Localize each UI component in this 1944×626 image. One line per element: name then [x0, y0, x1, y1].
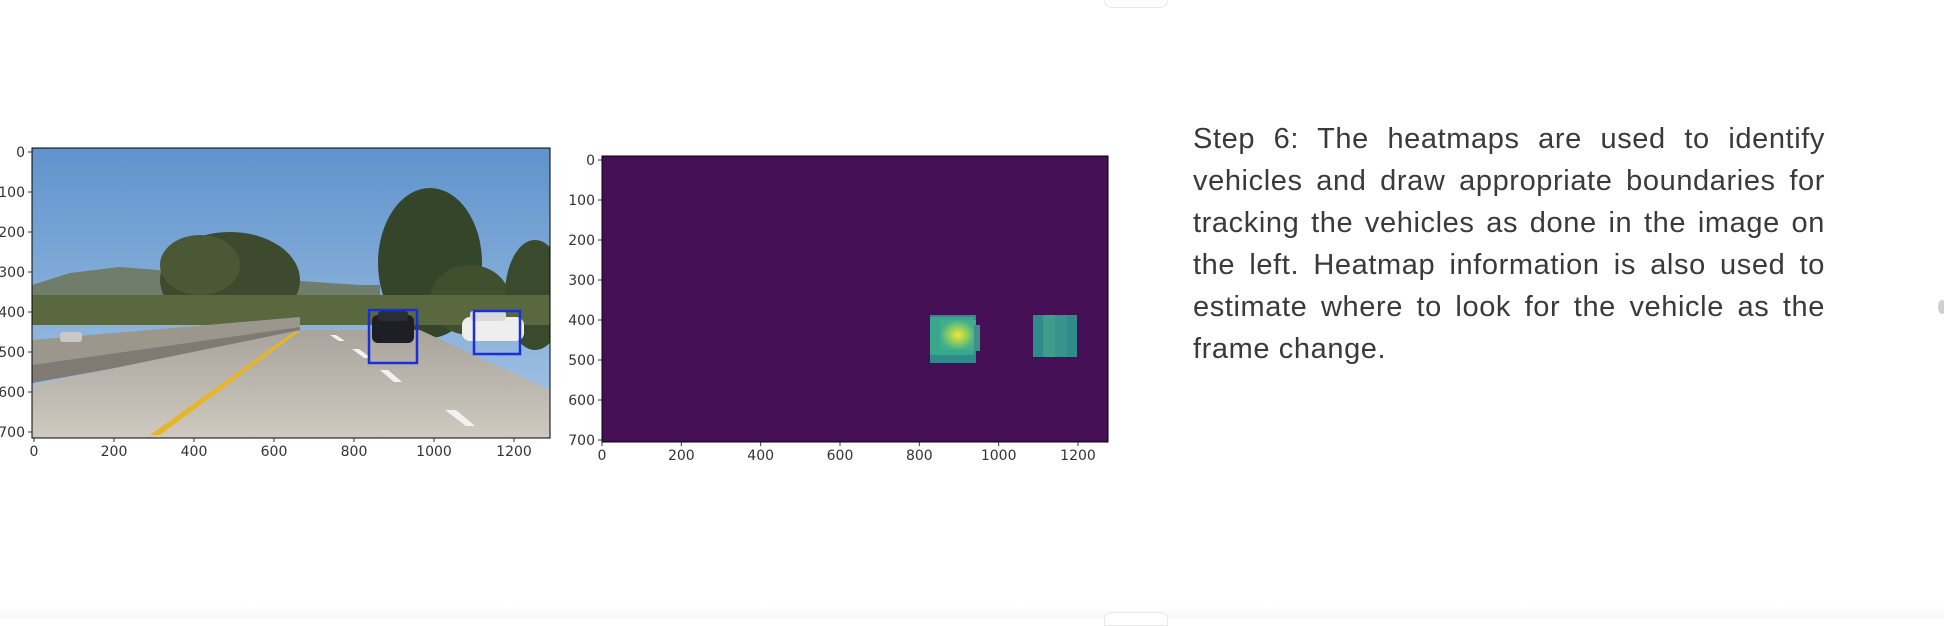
- road-photo: [32, 148, 550, 438]
- tick-label: 700: [0, 425, 25, 441]
- tick-label: 0: [598, 448, 607, 464]
- tick-label: 400: [181, 444, 208, 460]
- tick-label: 100: [568, 193, 595, 209]
- left-y-axis: 0 100 200 300 400 500 600 700: [0, 145, 32, 441]
- step-description: Step 6: The heatmaps are used to identif…: [1193, 123, 1825, 365]
- tick-label: 400: [747, 448, 774, 464]
- tick-label: 800: [341, 444, 368, 460]
- slide-bottom-tab: [1104, 612, 1168, 626]
- road-image-plot: 0 100 200 300 400 500 600 700 0 200 400 600 800 1000…: [0, 145, 551, 460]
- heatmap-plot: 0 100 200 300 400 500 600 700 0 200 400 600 800 1000…: [568, 153, 1109, 464]
- tick-label: 600: [827, 448, 854, 464]
- tick-label: 200: [568, 233, 595, 249]
- next-slide-edge: [0, 606, 1944, 618]
- edge-marker: [1938, 300, 1944, 314]
- tick-label: 500: [568, 353, 595, 369]
- slide-top-tab: [1104, 0, 1168, 8]
- tick-label: 300: [0, 265, 25, 281]
- tick-label: 400: [568, 313, 595, 329]
- tick-label: 200: [668, 448, 695, 464]
- tick-label: 400: [0, 305, 25, 321]
- heatmap-background: [602, 156, 1108, 442]
- tick-label: 1000: [981, 448, 1017, 464]
- tick-label: 600: [0, 385, 25, 401]
- right-x-axis: 0 200 400 600 800 1000 1200: [598, 442, 1096, 464]
- tick-label: 600: [568, 393, 595, 409]
- tick-label: 1000: [416, 444, 452, 460]
- tick-label: 0: [30, 444, 39, 460]
- detection-box: [367, 308, 419, 365]
- tick-label: 600: [261, 444, 288, 460]
- tick-label: 100: [0, 185, 25, 201]
- tick-label: 800: [906, 448, 933, 464]
- tick-label: 1200: [1060, 448, 1096, 464]
- tick-label: 0: [16, 145, 25, 161]
- tick-label: 700: [568, 433, 595, 449]
- tick-label: 300: [568, 273, 595, 289]
- tick-label: 200: [101, 444, 128, 460]
- detection-box: [472, 309, 522, 356]
- tick-label: 1200: [496, 444, 532, 460]
- right-y-axis: 0 100 200 300 400 500 600 700: [568, 153, 602, 449]
- tick-label: 500: [0, 345, 25, 361]
- left-x-axis: 0 200 400 600 800 1000 1200: [30, 438, 532, 460]
- tick-label: 200: [0, 225, 25, 241]
- tick-label: 0: [586, 153, 595, 169]
